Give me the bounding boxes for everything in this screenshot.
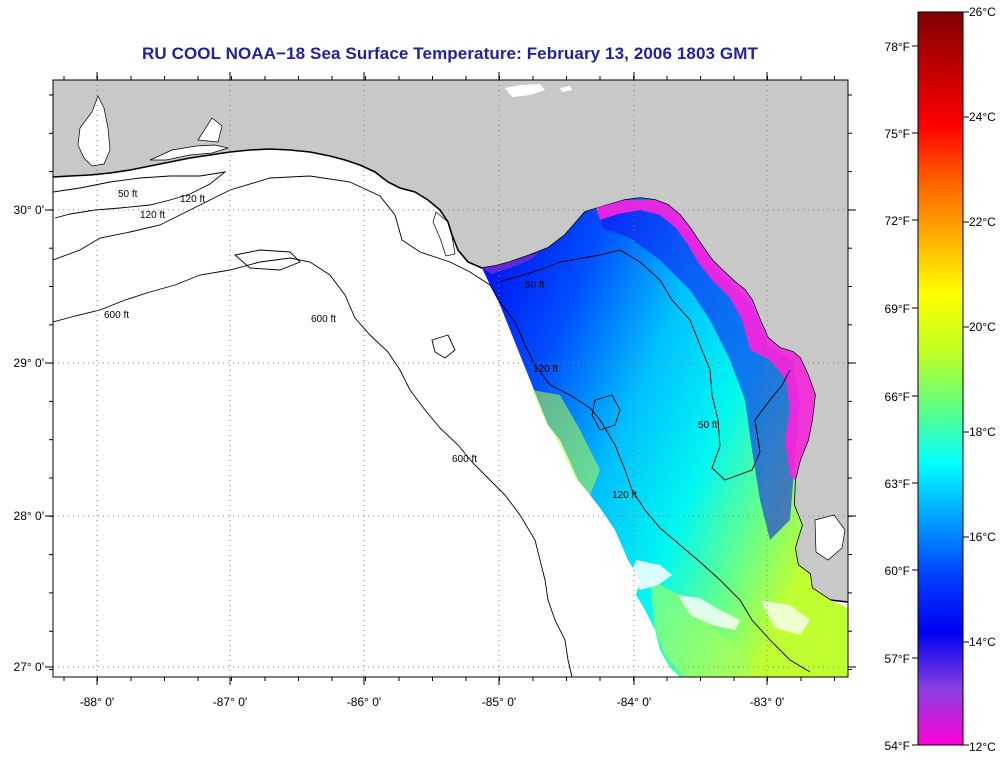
lat-label: 28° 0' — [14, 509, 44, 523]
land-mass — [53, 80, 848, 602]
lat-label: 27° 0' — [14, 660, 44, 674]
contour-600ft-line — [53, 257, 573, 677]
colorbar-f-label: 66°F — [885, 390, 910, 404]
colorbar-c-label: 16°C — [969, 530, 996, 544]
sst-cold-band — [600, 205, 800, 540]
cloud-gap-2 — [678, 595, 740, 630]
coastal-bay-2 — [814, 514, 846, 561]
latitude-axis-labels: 30° 0' 29° 0' 28° 0' 27° 0' — [14, 203, 44, 674]
map-frame — [52, 79, 849, 678]
contour-120ft-line — [53, 175, 811, 673]
colorbar-f-label: 78°F — [885, 40, 910, 54]
contour-50ft-line — [53, 171, 227, 219]
colorbar: 78°F 75°F 72°F 69°F 66°F 63°F 60°F 57°F … — [885, 5, 997, 754]
inland-water-2 — [149, 144, 230, 161]
colorbar-f-label: 63°F — [885, 477, 910, 491]
contour-label-50ft: 50 ft — [525, 280, 545, 291]
inland-water-3 — [197, 117, 223, 143]
colorbar-c-label: 20°C — [969, 320, 996, 334]
contour-label-600ft: 600 ft — [452, 454, 477, 465]
contour-label-120ft: 120 ft — [533, 364, 558, 375]
map-area — [53, 80, 848, 677]
colorbar-c-label: 26°C — [969, 5, 996, 19]
cloud-gap-3 — [760, 600, 810, 635]
lon-label: -84° 0' — [617, 695, 651, 709]
contour-loop-shelf — [431, 334, 456, 359]
colorbar-c-label: 24°C — [969, 110, 996, 124]
sst-warm-patch-south — [650, 580, 750, 677]
longitude-axis-labels: -88° 0' -87° 0' -86° 0' -85° 0' -84° 0' … — [80, 695, 784, 709]
colorbar-f-label: 57°F — [885, 652, 910, 666]
colorbar-f-label: 69°F — [885, 302, 910, 316]
lat-label: 30° 0' — [14, 203, 44, 217]
lon-label: -85° 0' — [482, 695, 516, 709]
lake-north — [505, 84, 545, 97]
contour-label-600ft: 600 ft — [104, 310, 129, 321]
lon-label: -83° 0' — [750, 695, 784, 709]
contour-label-50ft: 50 ft — [118, 189, 138, 200]
colorbar-ticks — [912, 11, 969, 746]
colorbar-c-label: 14°C — [969, 635, 996, 649]
colorbar-c-label: 22°C — [969, 215, 996, 229]
contour-label-120ft: 120 ft — [140, 210, 165, 221]
contour-label-600ft: 600 ft — [311, 314, 336, 325]
sst-river-mouth-cold — [482, 252, 540, 274]
lon-label: -87° 0' — [213, 695, 247, 709]
lon-label: -88° 0' — [80, 695, 114, 709]
colorbar-f-label: 72°F — [885, 214, 910, 228]
map-title: RU COOL NOAA−18 Sea Surface Temperature:… — [142, 44, 758, 63]
contour-50ft-line-east — [497, 249, 791, 481]
colorbar-f-label: 54°F — [885, 739, 910, 753]
contour-label-120ft: 120 ft — [180, 194, 205, 205]
contour-label-50ft: 50 ft — [698, 420, 718, 431]
cloud-gap-1 — [630, 560, 672, 590]
lat-label: 29° 0' — [14, 356, 44, 370]
colorbar-c-label: 18°C — [969, 425, 996, 439]
inland-water-1 — [77, 95, 111, 167]
colorbar-f-label: 75°F — [885, 127, 910, 141]
sst-warm-patch — [532, 390, 600, 495]
contour-600ft-loop-1 — [234, 249, 301, 271]
sst-nearshore-cold — [596, 200, 815, 480]
colorbar-c-label: 12°C — [969, 740, 996, 754]
colorbar-scale — [917, 11, 964, 746]
contour-labels: 50 ft 50 ft 50 ft 120 ft 120 ft 120 ft 1… — [104, 189, 718, 501]
lon-label: -86° 0' — [347, 695, 381, 709]
colorbar-f-label: 60°F — [885, 564, 910, 578]
contour-120ft-loop — [591, 394, 621, 431]
lake-north-small — [560, 86, 572, 92]
contour-label-120ft: 120 ft — [612, 490, 637, 501]
map-ticks — [45, 72, 856, 685]
